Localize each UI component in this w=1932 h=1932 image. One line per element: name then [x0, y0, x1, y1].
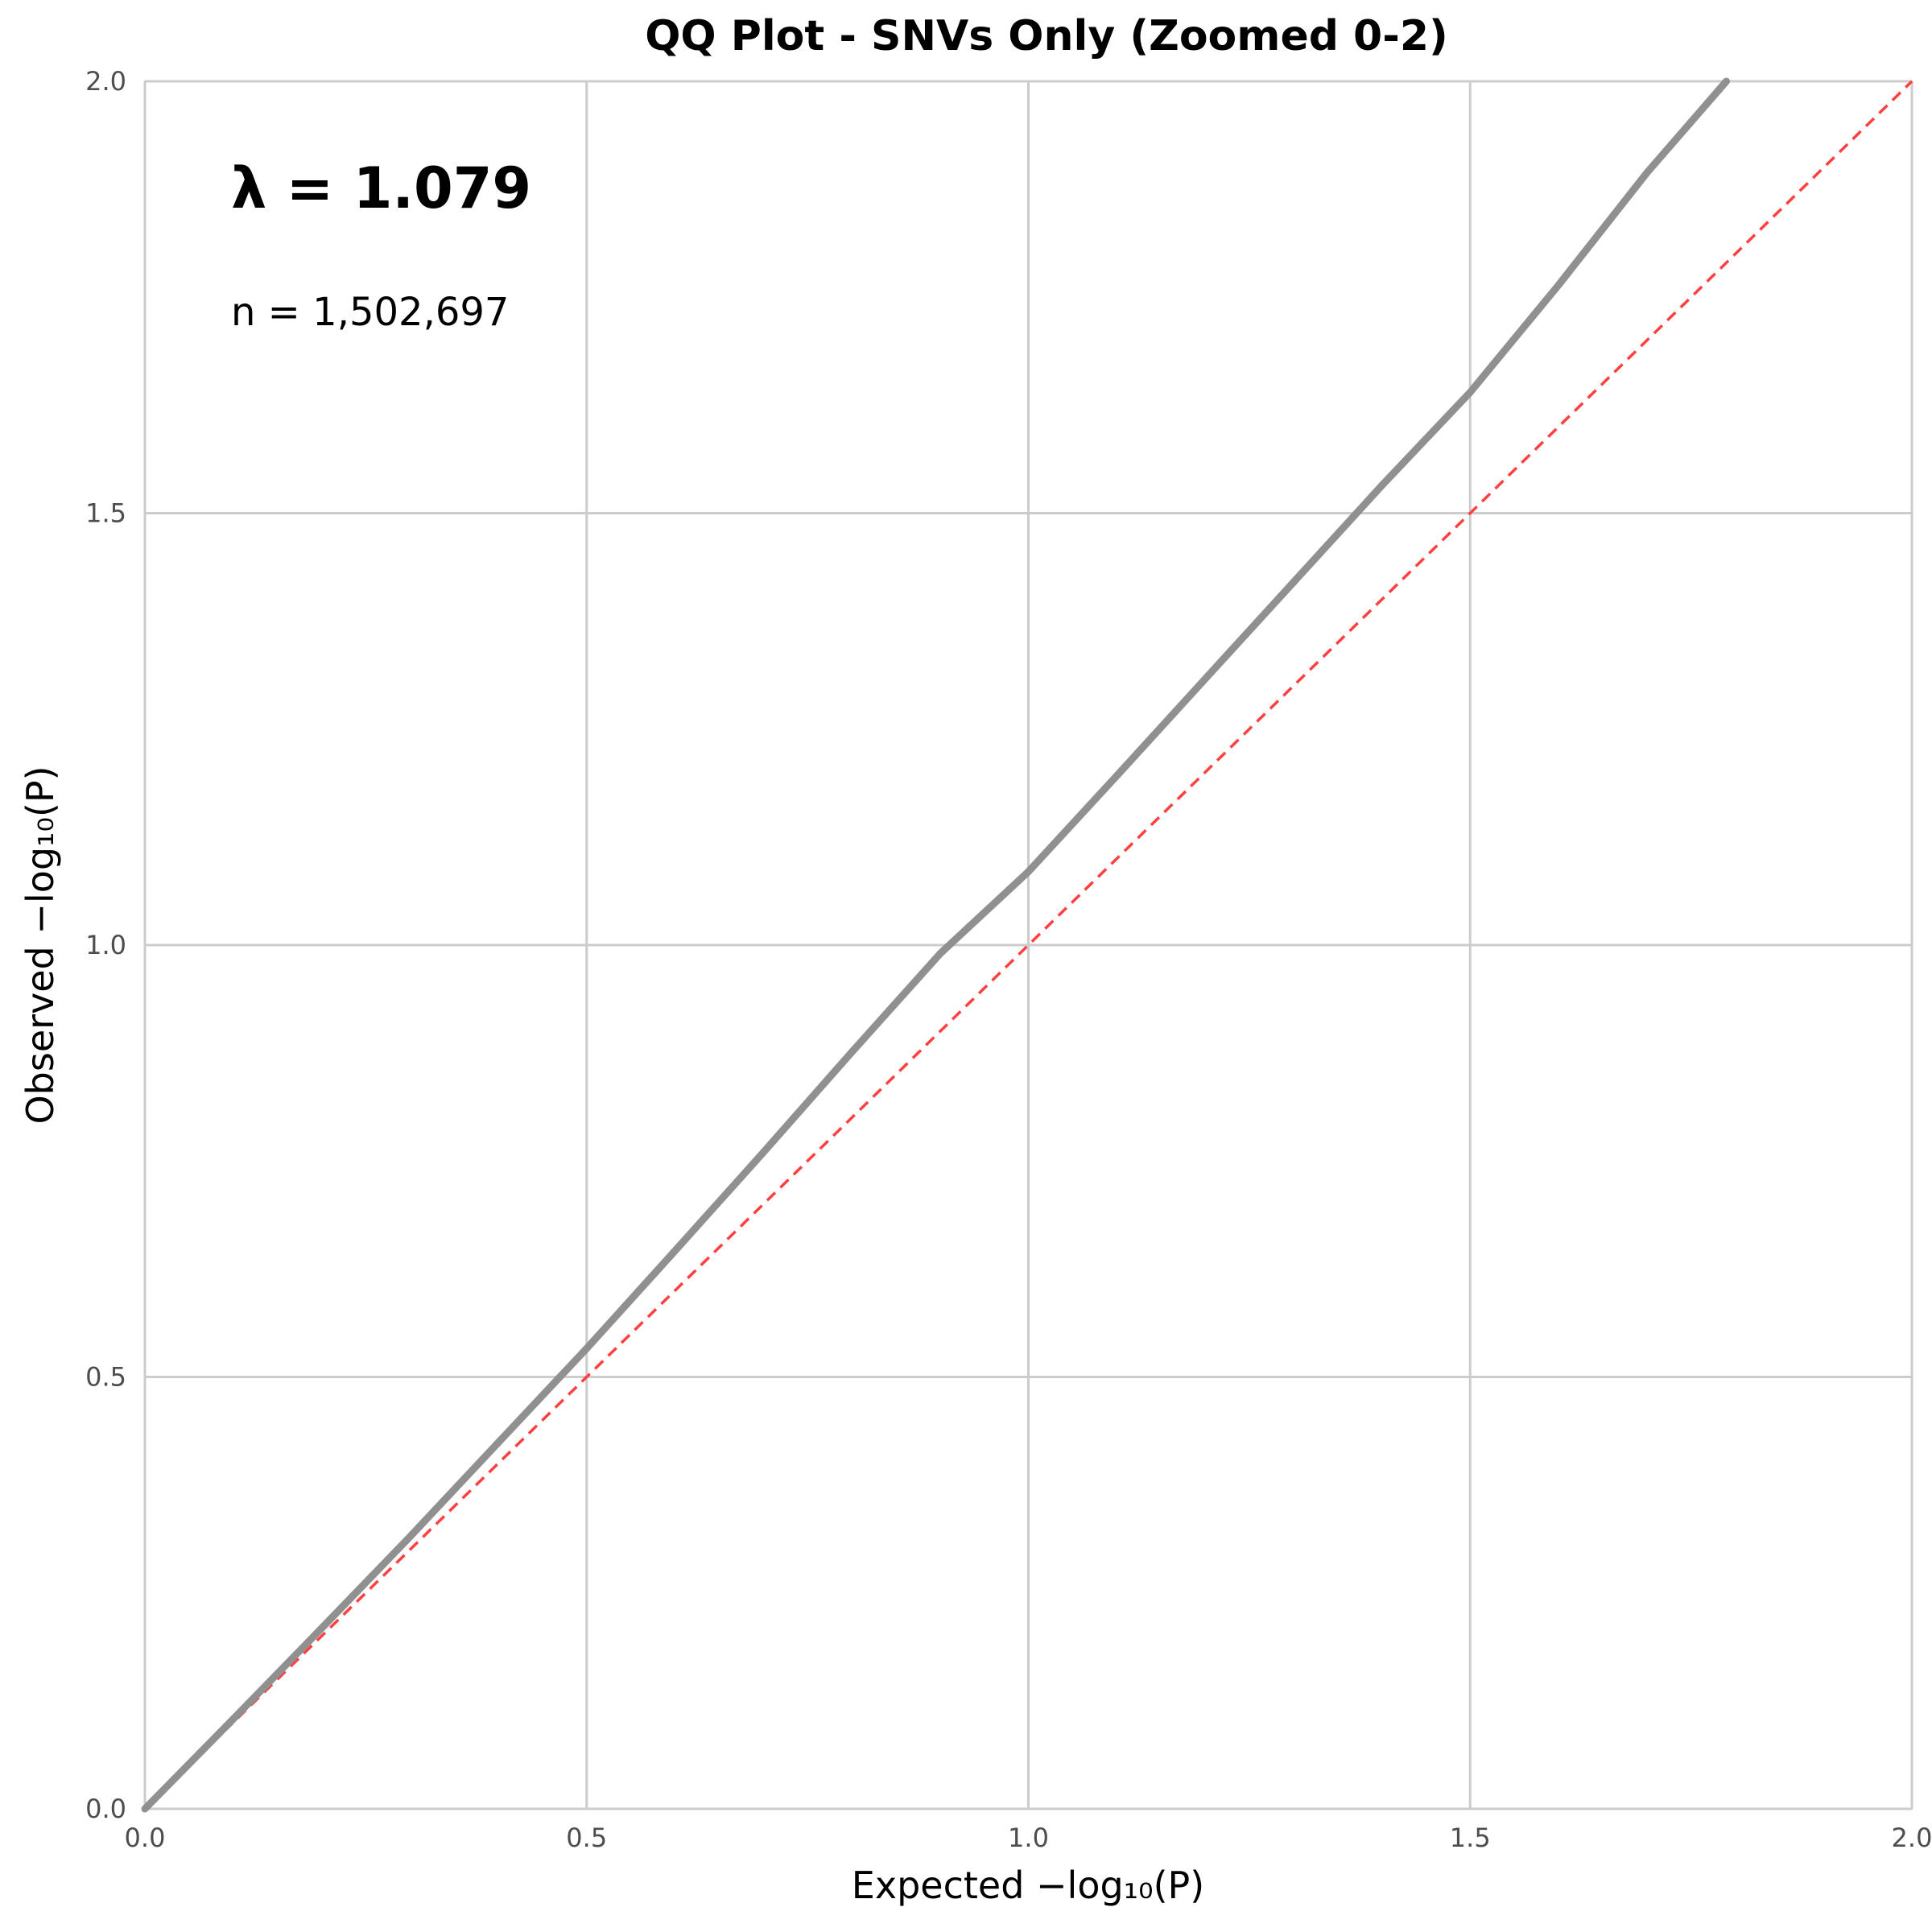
y-tick-label: 1.0 — [85, 930, 126, 960]
x-axis-label: Expected −log₁₀(P) — [852, 1864, 1204, 1907]
y-tick-label: 1.5 — [85, 498, 126, 529]
y-axis-label: Observed −log₁₀(P) — [19, 766, 62, 1124]
x-tick-label: 1.0 — [1008, 1823, 1049, 1853]
chart-title: QQ Plot - SNVs Only (Zoomed 0-2) — [645, 12, 1448, 60]
x-tick-label: 0.5 — [566, 1823, 607, 1853]
x-tick-label: 1.5 — [1450, 1823, 1491, 1853]
tick-labels: 0.0 0.5 1.0 1.5 2.0 0.0 0.5 1.0 1.5 2.0 — [85, 66, 1932, 1853]
x-tick-label: 2.0 — [1892, 1823, 1932, 1853]
x-tick-label: 0.0 — [125, 1823, 166, 1853]
lambda-annotation: λ = 1.079 — [231, 155, 531, 221]
y-tick-label: 0.5 — [85, 1362, 126, 1393]
observed-series-line — [141, 77, 1730, 1813]
null-diagonal-line — [143, 80, 1913, 1810]
y-tick-label: 0.0 — [85, 1794, 126, 1824]
n-annotation: n = 1,502,697 — [231, 290, 509, 335]
plot-area-frame — [144, 80, 1913, 1810]
y-tick-label: 2.0 — [85, 66, 126, 97]
